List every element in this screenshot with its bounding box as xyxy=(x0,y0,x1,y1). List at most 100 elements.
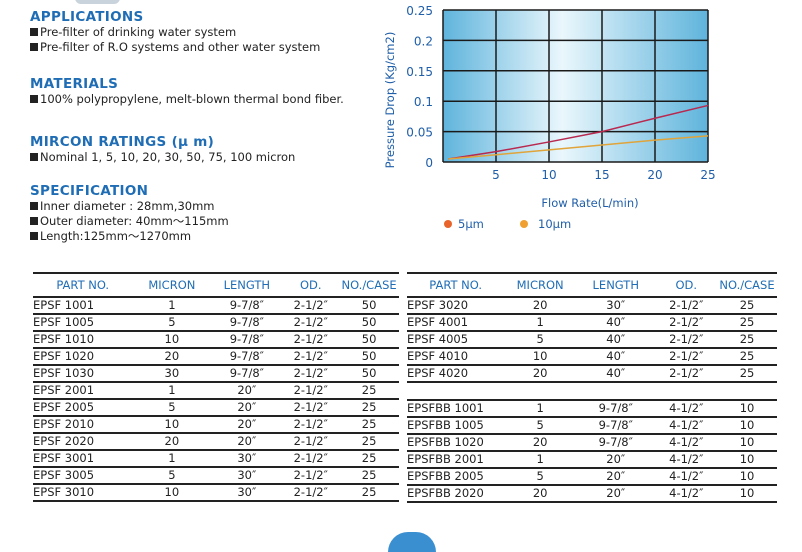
table-cell: 20″ xyxy=(211,399,283,417)
table-cell: EPSFBB 1020 xyxy=(407,434,505,452)
column-header: OD. xyxy=(655,272,718,298)
table-row: EPSFBB 1001 1 9-7/8″ 4-1/2″ 10 xyxy=(407,400,777,418)
table-cell: EPSF 3010 xyxy=(33,484,133,502)
table-cell: 2-1/2″ xyxy=(655,348,718,366)
list-item: Nominal 1, 5, 10, 20, 30, 50, 75, 100 mi… xyxy=(30,150,295,165)
table-row: EPSF 4020 20 40″ 2-1/2″ 25 xyxy=(407,365,777,383)
table-cell: 25 xyxy=(717,365,777,383)
applications-heading: APPLICATIONS xyxy=(30,9,144,25)
table-cell: 10 xyxy=(717,451,777,469)
table-cell: EPSF 2010 xyxy=(33,416,133,434)
table-row: EPSF 1030 30 9-7/8″ 2-1/2″ 50 xyxy=(33,365,399,383)
column-header: MICRON xyxy=(132,272,212,298)
table-cell: 20″ xyxy=(575,485,656,503)
list-item: Inner diameter : 28mm,30mm xyxy=(30,199,229,214)
legend-marker-5um xyxy=(444,220,452,228)
table-cell: 40″ xyxy=(575,365,656,383)
spacer-cell xyxy=(407,382,777,401)
table-cell: 10 xyxy=(132,416,212,434)
table-cell: EPSF 4001 xyxy=(407,314,505,332)
table-cell: EPSF 4020 xyxy=(407,365,505,383)
table-cell: 50 xyxy=(339,365,399,383)
spacer-row xyxy=(407,382,777,401)
table-cell: 30″ xyxy=(211,467,283,485)
table-cell: 4-1/2″ xyxy=(655,468,718,486)
table-row: EPSF 1020 20 9-7/8″ 2-1/2″ 50 xyxy=(33,348,399,366)
materials-section: MATERIALS 100% polypropylene, melt-blown… xyxy=(30,76,344,107)
header-row: PART NO. MICRON LENGTH OD. NO./CASE xyxy=(407,272,777,298)
table-cell: 9-7/8″ xyxy=(211,314,283,332)
table-cell: 30 xyxy=(132,365,212,383)
micron-section: MIRCON RATINGS (μ m) Nominal 1, 5, 10, 2… xyxy=(30,134,295,165)
specification-heading: SPECIFICATION xyxy=(30,183,149,199)
table-cell: 10 xyxy=(717,485,777,503)
table-cell: 9-7/8″ xyxy=(211,348,283,366)
y-axis-label: Pressure Drop (Kg/cm2) xyxy=(383,32,397,169)
table-cell: 20″ xyxy=(211,416,283,434)
table-cell: 25 xyxy=(339,484,399,502)
table-cell: 2-1/2″ xyxy=(282,467,340,485)
table-cell: 10 xyxy=(717,400,777,418)
table-cell: 50 xyxy=(339,348,399,366)
table-row: EPSF 4010 10 40″ 2-1/2″ 25 xyxy=(407,348,777,366)
table-cell: 25 xyxy=(717,297,777,315)
table-cell: 20″ xyxy=(211,382,283,400)
table-row: EPSFBB 2001 1 20″ 4-1/2″ 10 xyxy=(407,451,777,469)
list-item: 100% polypropylene, melt-blown thermal b… xyxy=(30,92,344,107)
table-cell: 9-7/8″ xyxy=(575,400,656,418)
table-cell: 2-1/2″ xyxy=(655,314,718,332)
table-cell: EPSF 1001 xyxy=(33,297,133,315)
y-tick-label: 0.25 xyxy=(406,4,433,18)
table-cell: 5 xyxy=(504,417,576,435)
table-cell: 50 xyxy=(339,331,399,349)
table-cell: 9-7/8″ xyxy=(575,434,656,452)
table-row: EPSF 3020 20 30″ 2-1/2″ 25 xyxy=(407,297,777,315)
y-tick-label: 0.2 xyxy=(414,34,433,48)
table-cell: 10 xyxy=(717,434,777,452)
table-cell: 25 xyxy=(339,433,399,451)
table-cell: EPSF 4005 xyxy=(407,331,505,349)
table-cell: 2-1/2″ xyxy=(282,348,340,366)
table-cell: 1 xyxy=(504,451,576,469)
table-row: EPSF 2005 5 20″ 2-1/2″ 25 xyxy=(33,399,399,417)
table-cell: EPSF 3005 xyxy=(33,467,133,485)
table-cell: EPSFBB 2001 xyxy=(407,451,505,469)
decorative-shape xyxy=(75,0,120,4)
table-cell: 2-1/2″ xyxy=(282,484,340,502)
table-cell: 2-1/2″ xyxy=(282,297,340,315)
table-cell: 40″ xyxy=(575,314,656,332)
table-cell: 2-1/2″ xyxy=(282,450,340,468)
list-item: Length:125mm～1270mm xyxy=(30,229,229,244)
table-cell: EPSFBB 1005 xyxy=(407,417,505,435)
table-cell: EPSF 2020 xyxy=(33,433,133,451)
table-cell: 25 xyxy=(339,399,399,417)
table-row: EPSF 2001 1 20″ 2-1/2″ 25 xyxy=(33,382,399,400)
y-tick-label: 0.15 xyxy=(406,65,433,79)
table-row: EPSFBB 2005 5 20″ 4-1/2″ 10 xyxy=(407,468,777,486)
x-tick-label: 10 xyxy=(541,168,556,182)
table-cell: 2-1/2″ xyxy=(655,297,718,315)
table-cell: EPSF 1010 xyxy=(33,331,133,349)
table-row: EPSFBB 1005 5 9-7/8″ 4-1/2″ 10 xyxy=(407,417,777,435)
table-cell: 25 xyxy=(717,314,777,332)
table-cell: 2-1/2″ xyxy=(282,382,340,400)
table-cell: 9-7/8″ xyxy=(211,331,283,349)
table-cell: 5 xyxy=(504,468,576,486)
table-cell: 20 xyxy=(132,433,212,451)
table-cell: 25 xyxy=(339,382,399,400)
table-cell: 9-7/8″ xyxy=(575,417,656,435)
parts-table-left: PART NO. MICRON LENGTH OD. NO./CASE EPSF 1001… xyxy=(33,272,399,502)
table-cell: 20 xyxy=(504,485,576,503)
table-cell: 2-1/2″ xyxy=(282,399,340,417)
column-header: LENGTH xyxy=(575,272,656,298)
y-tick-label: 0.05 xyxy=(406,126,433,140)
table-cell: 4-1/2″ xyxy=(655,434,718,452)
table-cell: 4-1/2″ xyxy=(655,417,718,435)
table-cell: 4-1/2″ xyxy=(655,451,718,469)
column-header: OD. xyxy=(282,272,340,298)
table-cell: 25 xyxy=(717,348,777,366)
column-header: NO./CASE xyxy=(339,272,399,298)
table-cell: 20 xyxy=(132,348,212,366)
table-cell: 10 xyxy=(504,348,576,366)
table-row: EPSF 3010 10 30″ 2-1/2″ 25 xyxy=(33,484,399,502)
